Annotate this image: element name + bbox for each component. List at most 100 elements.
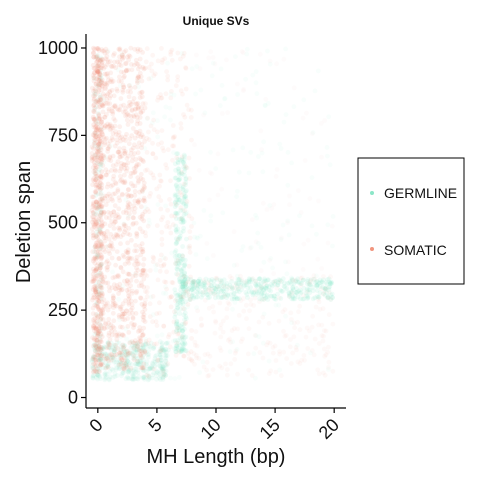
data-point — [95, 204, 100, 210]
data-point — [117, 214, 122, 220]
data-point — [94, 287, 99, 293]
data-point — [177, 183, 183, 189]
data-point — [295, 279, 301, 285]
data-point — [194, 290, 200, 295]
data-point — [95, 89, 101, 95]
data-point — [180, 216, 186, 222]
data-point — [183, 204, 189, 210]
data-point — [124, 207, 129, 213]
data-point — [329, 280, 335, 286]
data-point — [111, 209, 117, 215]
data-point — [237, 296, 242, 302]
data-point — [123, 363, 128, 369]
data-point — [294, 286, 299, 291]
data-point — [147, 314, 153, 319]
data-point — [260, 314, 266, 320]
data-point — [91, 194, 96, 200]
data-point — [198, 66, 203, 71]
data-point — [102, 351, 108, 357]
data-point — [116, 132, 121, 138]
data-point — [183, 274, 189, 280]
data-point — [181, 278, 187, 284]
data-point — [93, 368, 98, 374]
data-point — [96, 326, 101, 332]
data-point — [319, 155, 324, 160]
data-point — [91, 355, 97, 360]
data-point — [130, 126, 136, 131]
data-point — [189, 137, 194, 143]
data-point — [302, 357, 307, 363]
data-point — [329, 291, 335, 297]
data-point — [150, 140, 156, 146]
data-point — [260, 355, 266, 361]
data-point — [178, 295, 184, 301]
data-point — [118, 344, 124, 350]
data-point — [291, 104, 297, 110]
legend-box — [357, 157, 465, 285]
data-point — [183, 66, 189, 71]
data-point — [309, 348, 315, 354]
data-point — [114, 162, 119, 168]
data-point — [110, 324, 116, 330]
data-point — [163, 363, 169, 368]
data-point — [121, 363, 126, 368]
data-point — [175, 267, 180, 272]
data-point — [311, 273, 317, 279]
data-point — [209, 171, 214, 176]
data-point — [174, 202, 179, 208]
data-point — [107, 324, 112, 329]
data-point — [96, 141, 101, 147]
data-point — [134, 356, 140, 362]
data-point — [183, 211, 189, 217]
data-point — [180, 244, 186, 249]
data-point — [90, 165, 96, 171]
data-point — [113, 262, 118, 268]
data-point — [103, 344, 109, 350]
data-point — [116, 46, 122, 52]
data-point — [92, 152, 98, 158]
data-point — [292, 296, 298, 302]
data-point — [270, 350, 276, 356]
data-point — [206, 305, 212, 311]
data-point — [229, 284, 235, 290]
data-point — [224, 315, 230, 320]
data-point — [94, 313, 100, 319]
data-point — [125, 203, 131, 209]
data-point — [131, 325, 136, 330]
data-point — [282, 57, 287, 62]
data-point — [105, 300, 110, 306]
data-point — [118, 178, 123, 184]
data-point — [259, 268, 264, 273]
data-point — [294, 290, 299, 296]
data-point — [183, 314, 189, 320]
data-point — [222, 96, 227, 102]
data-point — [92, 342, 97, 347]
data-point — [325, 349, 330, 355]
data-point — [153, 155, 159, 161]
data-point — [108, 143, 113, 149]
data-point — [181, 286, 187, 292]
data-point — [121, 368, 127, 373]
data-point — [183, 319, 189, 325]
data-point — [140, 342, 146, 348]
data-point — [108, 210, 114, 216]
data-point — [158, 369, 164, 375]
data-point — [224, 367, 230, 372]
data-point — [104, 57, 110, 63]
data-point — [99, 353, 104, 358]
data-point — [324, 281, 330, 287]
data-point — [262, 285, 268, 291]
data-point — [231, 262, 237, 268]
data-point — [106, 333, 112, 338]
data-point — [159, 217, 164, 223]
data-point — [270, 265, 275, 271]
data-point — [249, 289, 255, 295]
data-point — [178, 306, 183, 312]
data-point — [235, 188, 240, 194]
data-point — [108, 345, 113, 351]
data-point — [326, 114, 332, 120]
data-point — [165, 220, 171, 225]
data-point — [178, 348, 184, 354]
data-point — [125, 215, 131, 221]
data-point — [174, 266, 180, 272]
